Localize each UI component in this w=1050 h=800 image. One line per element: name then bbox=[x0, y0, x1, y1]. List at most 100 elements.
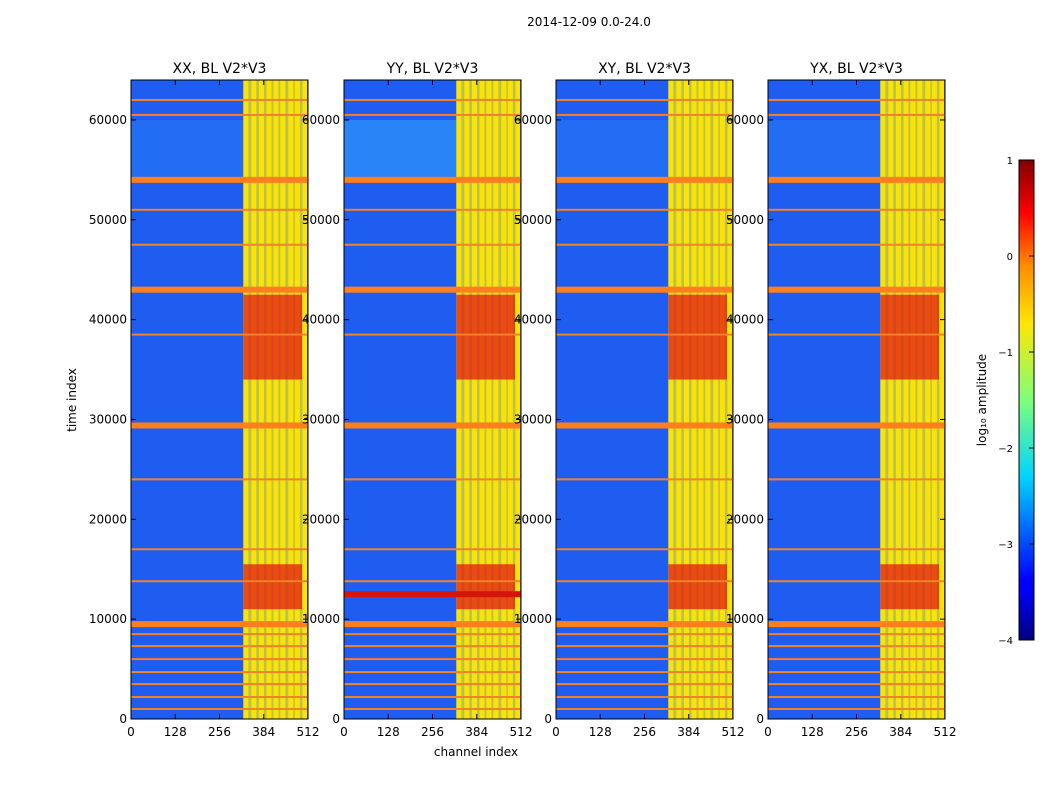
y-tick-label: 40000 bbox=[89, 313, 127, 327]
y-tick-label: 30000 bbox=[514, 412, 552, 426]
y-tick-label: 30000 bbox=[89, 412, 127, 426]
flagged-row bbox=[131, 580, 308, 583]
strong-flag-row bbox=[344, 621, 521, 628]
bright-column bbox=[302, 80, 308, 719]
y-tick-label: 50000 bbox=[726, 213, 764, 227]
bright-column bbox=[917, 80, 923, 719]
y-tick-label: 20000 bbox=[726, 512, 764, 526]
y-tick-label: 0 bbox=[119, 712, 127, 726]
strong-flag-row bbox=[556, 621, 733, 628]
x-tick-label: 128 bbox=[164, 725, 187, 739]
panel-yx: YX, BL V2*V3 0 128 256 384 512 0 10000 20000 3000… bbox=[726, 61, 957, 739]
strong-flag-row bbox=[131, 176, 308, 183]
flagged-row bbox=[131, 633, 308, 636]
flagged-row bbox=[768, 243, 945, 246]
x-tick-label: 0 bbox=[552, 725, 560, 739]
bright-column bbox=[925, 80, 931, 719]
y-tick-label: 20000 bbox=[302, 512, 340, 526]
bright-column bbox=[903, 80, 909, 719]
flagged-row bbox=[768, 580, 945, 583]
x-tick-label: 512 bbox=[297, 725, 320, 739]
bright-column bbox=[931, 80, 937, 719]
bright-column bbox=[698, 80, 704, 719]
y-tick-label: 60000 bbox=[514, 113, 552, 127]
flagged-row bbox=[344, 658, 521, 661]
flagged-row bbox=[768, 671, 945, 674]
colorbar-tick-label: 0 bbox=[1007, 252, 1013, 263]
bright-column bbox=[288, 80, 294, 719]
bright-column bbox=[507, 80, 513, 719]
colorbar-tick-label: −3 bbox=[998, 540, 1013, 551]
bright-column bbox=[895, 80, 901, 719]
strong-flag-row bbox=[768, 422, 945, 429]
x-tick-label: 384 bbox=[465, 725, 488, 739]
bright-column bbox=[939, 80, 945, 719]
y-tick-label: 50000 bbox=[514, 213, 552, 227]
low-amplitude-region bbox=[556, 119, 669, 180]
colorbar-label: log₁₀ amplitude bbox=[975, 354, 989, 446]
strong-flag-row bbox=[131, 621, 308, 628]
hot-region bbox=[880, 294, 939, 380]
y-tick-label: 10000 bbox=[726, 612, 764, 626]
x-tick-label: 128 bbox=[377, 725, 400, 739]
bright-column bbox=[258, 80, 264, 719]
flagged-row bbox=[131, 478, 308, 481]
y-tick-label: 60000 bbox=[89, 113, 127, 127]
low-amplitude-region bbox=[131, 119, 244, 180]
bright-column bbox=[493, 80, 499, 719]
bright-column bbox=[456, 80, 462, 719]
panel-title: YX, BL V2*V3 bbox=[809, 61, 903, 77]
x-tick-label: 384 bbox=[677, 725, 700, 739]
bright-column bbox=[910, 80, 916, 719]
bright-column bbox=[251, 80, 257, 719]
colorbar-tick-label: −1 bbox=[998, 348, 1013, 359]
hot-region bbox=[243, 564, 302, 610]
bright-column bbox=[691, 80, 697, 719]
flagged-row bbox=[131, 708, 308, 711]
colorbar: 1 0 −1 −2 −3 −4 log₁₀ amplitude bbox=[975, 156, 1035, 647]
flagged-row bbox=[344, 98, 521, 101]
strong-flag-row bbox=[131, 422, 308, 429]
flagged-row bbox=[344, 208, 521, 211]
strong-flag-row bbox=[556, 286, 733, 293]
strong-flag-row bbox=[768, 621, 945, 628]
flagged-row bbox=[344, 633, 521, 636]
x-tick-label: 0 bbox=[127, 725, 135, 739]
bright-column bbox=[471, 80, 477, 719]
colorbar-gradient bbox=[1018, 159, 1035, 641]
y-tick-label: 10000 bbox=[89, 612, 127, 626]
flagged-row bbox=[344, 548, 521, 551]
flagged-row bbox=[768, 478, 945, 481]
panel-xx: XX, BL V2*V3 0 128 256 384 512 0 10000 20000 3000… bbox=[89, 61, 320, 739]
y-tick-label: 60000 bbox=[302, 113, 340, 127]
flagged-row bbox=[344, 243, 521, 246]
hot-region bbox=[668, 294, 727, 380]
y-tick-label: 20000 bbox=[89, 512, 127, 526]
hot-region bbox=[880, 564, 939, 610]
flagged-row bbox=[556, 98, 733, 101]
flagged-row bbox=[131, 208, 308, 211]
x-tick-label: 384 bbox=[252, 725, 275, 739]
flagged-row bbox=[344, 645, 521, 648]
flagged-row bbox=[768, 683, 945, 686]
strong-flag-row bbox=[556, 422, 733, 429]
flagged-row bbox=[344, 671, 521, 674]
y-tick-label: 0 bbox=[756, 712, 764, 726]
x-tick-label: 512 bbox=[934, 725, 957, 739]
strong-flag-row bbox=[556, 176, 733, 183]
bright-column bbox=[727, 80, 733, 719]
flagged-row bbox=[768, 333, 945, 336]
flagged-row bbox=[768, 548, 945, 551]
flagged-row bbox=[556, 683, 733, 686]
flagged-row bbox=[131, 671, 308, 674]
bright-column bbox=[713, 80, 719, 719]
y-tick-label: 30000 bbox=[302, 412, 340, 426]
bright-column bbox=[888, 80, 894, 719]
bright-column bbox=[464, 80, 470, 719]
hot-region bbox=[668, 564, 727, 610]
flagged-row bbox=[768, 645, 945, 648]
flagged-row bbox=[556, 243, 733, 246]
bright-column bbox=[294, 80, 300, 719]
flagged-row bbox=[131, 696, 308, 699]
